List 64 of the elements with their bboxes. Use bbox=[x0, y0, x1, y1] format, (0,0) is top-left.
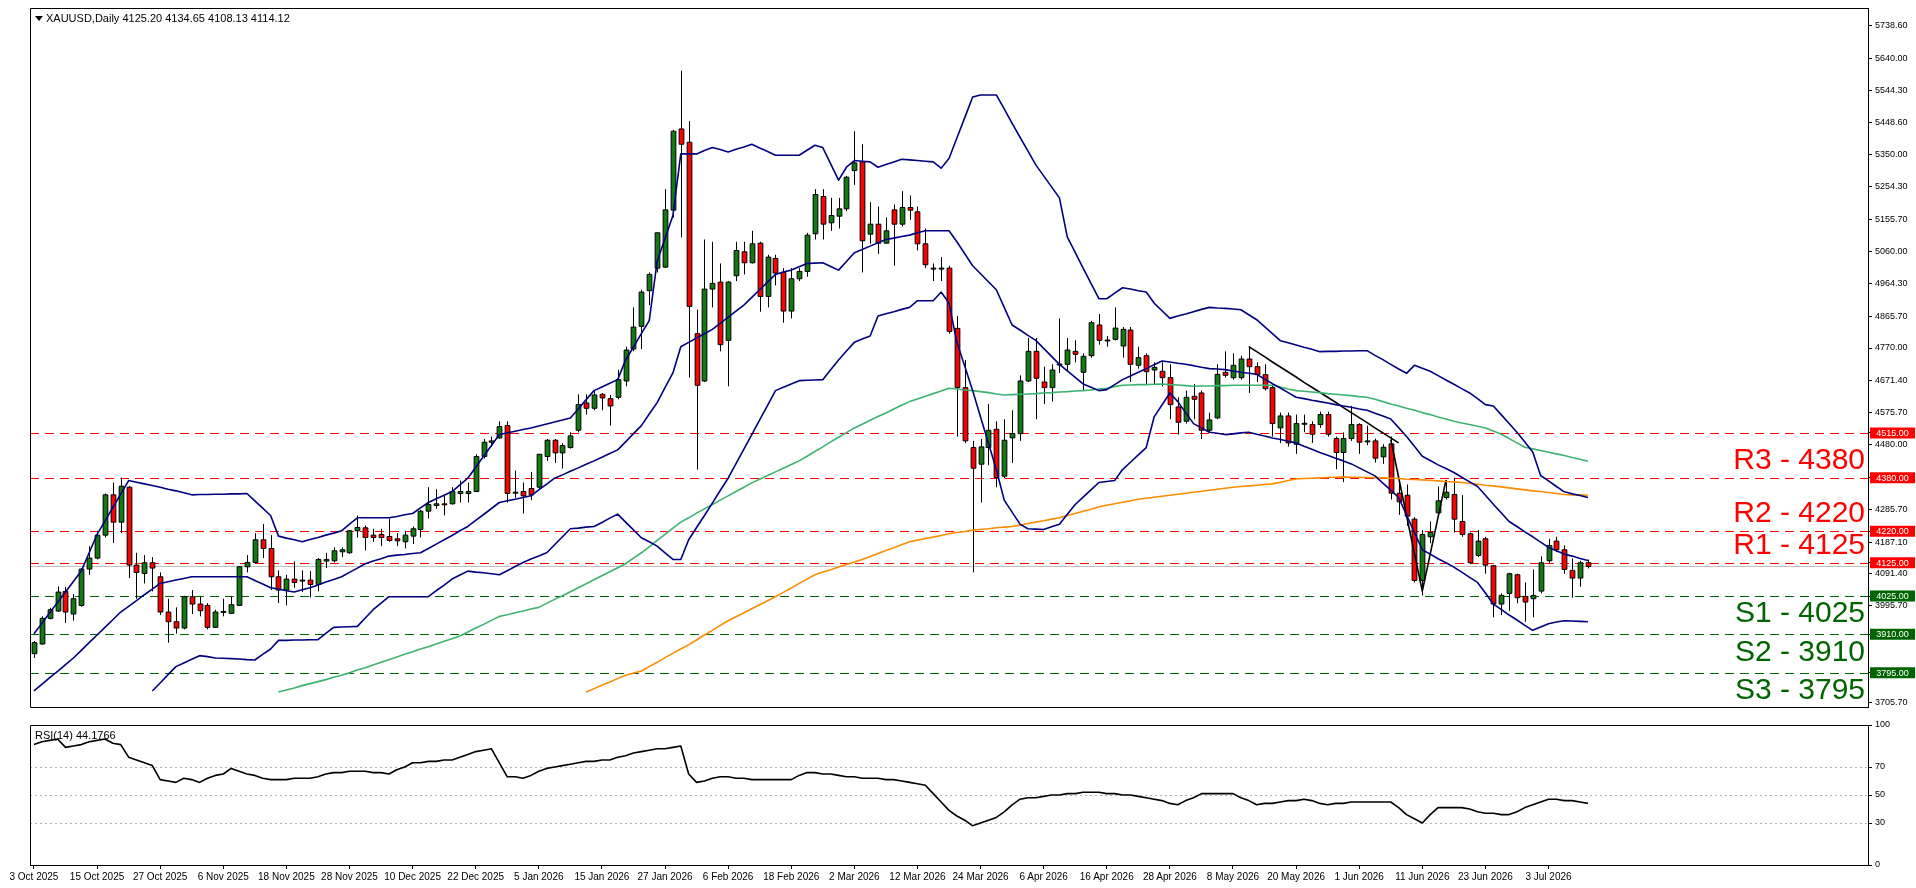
y-tick-label: 4865.70 bbox=[1875, 310, 1908, 321]
y-tick-label: 0 bbox=[1875, 859, 1881, 870]
y-tick-label: 100 bbox=[1875, 719, 1891, 730]
x-tick-label: 6 Nov 2025 bbox=[197, 870, 250, 882]
x-tick-label: 23 Jun 2026 bbox=[1457, 870, 1514, 882]
x-tick-label: 18 Nov 2025 bbox=[258, 870, 316, 882]
y-tick-label: 4187.10 bbox=[1875, 536, 1908, 547]
ref-line-label: R3 - 4380 bbox=[1733, 442, 1865, 476]
y-tick-label: 4380.00 bbox=[1876, 472, 1909, 483]
y-tick-label: 3795.00 bbox=[1876, 667, 1909, 678]
x-tick-label: 27 Jan 2026 bbox=[637, 870, 693, 882]
y-tick-label: 4575.70 bbox=[1875, 407, 1908, 418]
x-tick-label: 6 Apr 2026 bbox=[1019, 870, 1069, 882]
y-tick-label: 4671.40 bbox=[1875, 375, 1908, 386]
x-tick-label: 2 Mar 2026 bbox=[829, 870, 881, 882]
x-tick-label: 3 Jul 2026 bbox=[1525, 870, 1573, 882]
y-tick-label: 30 bbox=[1875, 817, 1886, 828]
y-tick-label: 5448.60 bbox=[1875, 116, 1908, 127]
ref-line-label: R1 - 4125 bbox=[1733, 527, 1865, 561]
y-tick-label: 5544.30 bbox=[1875, 84, 1908, 95]
x-tick-label: 16 Apr 2026 bbox=[1079, 870, 1135, 882]
y-tick-label: 4125.00 bbox=[1876, 557, 1909, 568]
x-tick-label: 11 Jun 2026 bbox=[1395, 870, 1450, 882]
x-tick-label: 6 Feb 2026 bbox=[702, 870, 754, 882]
x-tick-label: 10 Dec 2025 bbox=[384, 870, 442, 882]
x-tick-label: 18 Feb 2026 bbox=[763, 870, 820, 882]
x-tick-label: 8 May 2026 bbox=[1206, 870, 1260, 882]
y-tick-label: 4480.00 bbox=[1875, 439, 1908, 450]
y-tick-label: 70 bbox=[1875, 761, 1886, 772]
x-tick-label: 28 Apr 2026 bbox=[1142, 870, 1198, 882]
y-tick-label: 4515.00 bbox=[1876, 427, 1909, 438]
y-tick-label: 5738.60 bbox=[1875, 20, 1908, 30]
y-tick-label: 3995.70 bbox=[1875, 600, 1908, 611]
ref-line-label: R2 - 4220 bbox=[1733, 495, 1865, 529]
x-tick-label: 12 Mar 2026 bbox=[889, 870, 946, 882]
y-tick-label: 5060.00 bbox=[1875, 245, 1908, 256]
chart-title: XAUUSD,Daily 4125.20 4134.65 4108.13 4114.12 bbox=[46, 11, 290, 24]
x-tick-label: 22 Dec 2025 bbox=[447, 870, 505, 882]
y-tick-label: 4770.00 bbox=[1875, 342, 1908, 353]
y-tick-label: 4025.00 bbox=[1876, 591, 1909, 602]
y-tick-label: 50 bbox=[1875, 789, 1886, 800]
x-tick-label: 27 Oct 2025 bbox=[132, 870, 188, 882]
x-tick-label: 20 May 2026 bbox=[1267, 870, 1326, 882]
y-tick-label: 4964.30 bbox=[1875, 277, 1908, 288]
y-tick-label: 3705.70 bbox=[1875, 696, 1908, 707]
x-tick-label: 24 Mar 2026 bbox=[952, 870, 1010, 882]
y-tick-label: 4220.00 bbox=[1876, 526, 1909, 537]
ref-line-label: S2 - 3910 bbox=[1734, 633, 1865, 667]
y-tick-label: 5155.70 bbox=[1875, 214, 1908, 225]
y-tick-label: 3910.00 bbox=[1876, 629, 1909, 640]
x-tick-label: 28 Nov 2025 bbox=[321, 870, 379, 882]
y-tick-label: 5640.00 bbox=[1875, 52, 1908, 63]
ref-line-label: S1 - 4025 bbox=[1734, 595, 1865, 629]
x-tick-label: 3 Oct 2025 bbox=[9, 870, 59, 882]
x-tick-label: 1 Jun 2026 bbox=[1334, 870, 1385, 882]
y-tick-label: 5254.30 bbox=[1875, 181, 1908, 192]
y-tick-label: 4091.40 bbox=[1875, 568, 1908, 579]
x-tick-label: 15 Oct 2025 bbox=[69, 870, 125, 882]
ref-line-label: S3 - 3795 bbox=[1734, 671, 1865, 705]
x-tick-label: 15 Jan 2026 bbox=[574, 870, 630, 882]
y-tick-label: 5350.00 bbox=[1875, 149, 1908, 160]
chart-title: RSI(14) 44.1766 bbox=[35, 728, 116, 741]
x-tick-label: 5 Jan 2026 bbox=[514, 870, 564, 882]
y-tick-label: 4285.70 bbox=[1875, 503, 1908, 514]
